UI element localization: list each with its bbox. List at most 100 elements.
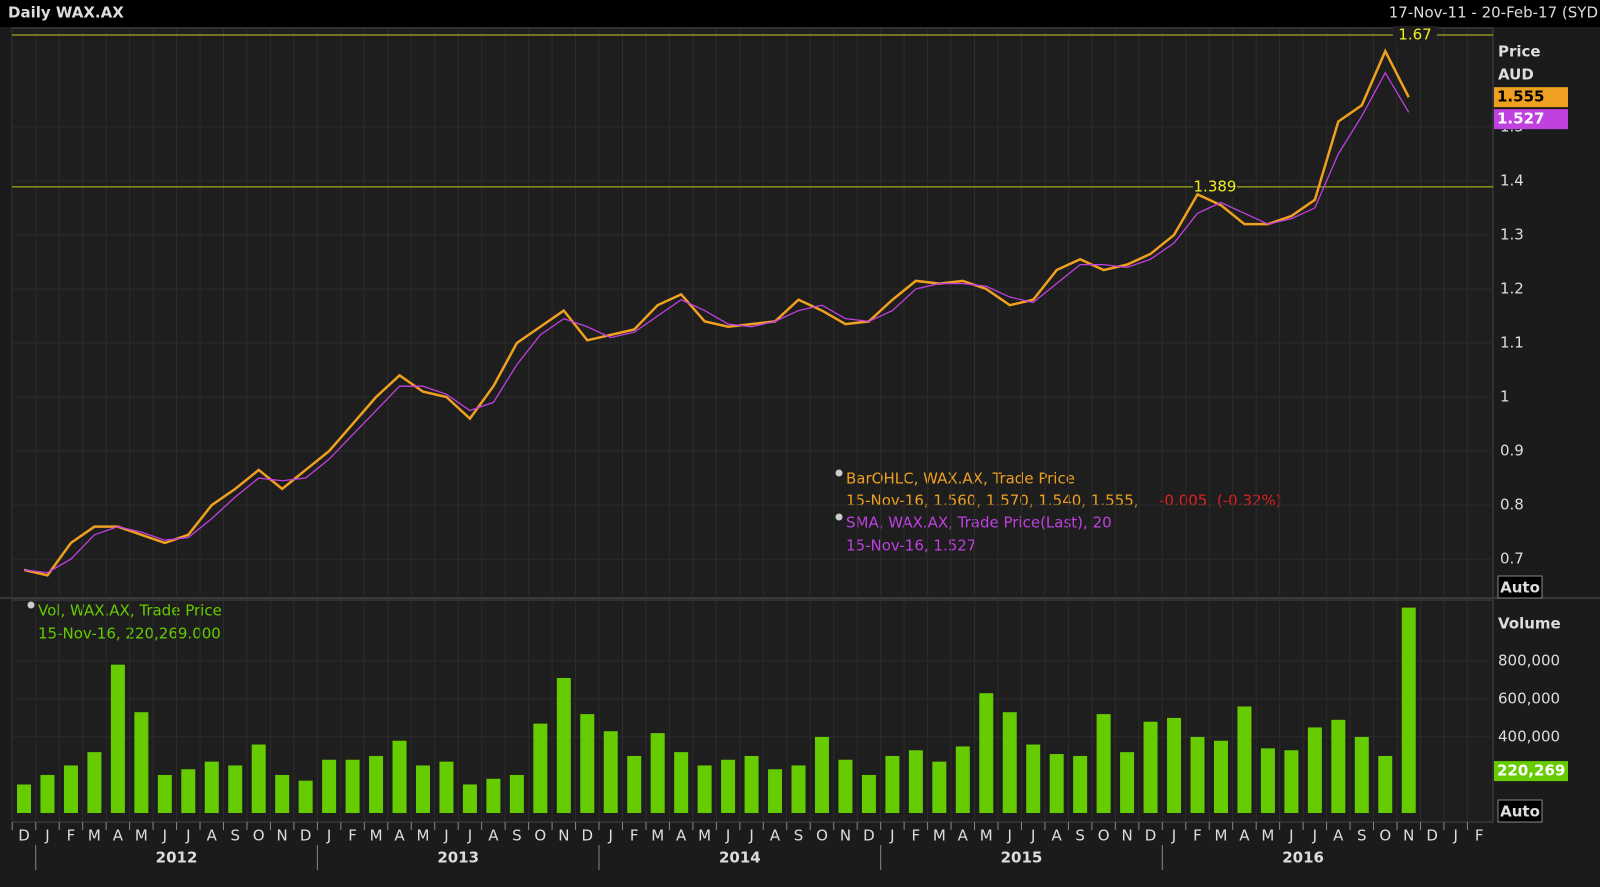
legend-icon[interactable]: [835, 469, 843, 477]
volume-bar: [1096, 714, 1111, 813]
volume-bar: [580, 714, 595, 813]
price-line: [23, 71, 1410, 574]
year-label: 2012: [156, 849, 198, 867]
volume-bar: [1331, 719, 1346, 813]
x-tick-label: M: [651, 827, 664, 845]
x-tick-label: M: [1214, 827, 1227, 845]
legend-sma: SMA, WAX.AX, Trade Price(Last), 20: [846, 514, 1112, 532]
volume-bar: [1120, 752, 1135, 813]
hline-label-bg: [1193, 177, 1237, 196]
volume-bar: [814, 736, 829, 813]
legend-icon[interactable]: [27, 601, 35, 609]
volume-bar: [1190, 736, 1205, 813]
x-tick-label: J: [44, 827, 49, 845]
volume-bar: [1378, 755, 1393, 813]
volume-bar: [439, 761, 454, 813]
title: Daily WAX.AX: [8, 4, 124, 22]
x-tick-label: J: [185, 827, 190, 845]
x-tick-label: F: [1475, 827, 1484, 845]
x-tick-label: J: [467, 827, 472, 845]
y-tick-label: 1: [1500, 388, 1510, 406]
price-line: [23, 48, 1410, 577]
x-tick-label: M: [933, 827, 946, 845]
volume-bar: [932, 761, 947, 813]
x-tick-label: J: [1452, 827, 1457, 845]
x-tick-label: A: [207, 827, 218, 845]
auto-button[interactable]: [1497, 799, 1543, 823]
year-label: 2013: [437, 849, 479, 867]
y-tick-label: 400,000: [1498, 727, 1560, 745]
last-value-label: 220,269: [1497, 762, 1565, 780]
legend-ohlc: BarOHLC, WAX.AX, Trade Price: [846, 470, 1075, 488]
x-tick-label: A: [113, 827, 124, 845]
volume-bar: [415, 765, 430, 813]
x-tick-label: A: [958, 827, 969, 845]
price-label: Price: [1498, 43, 1541, 61]
x-tick-label: D: [1426, 827, 1438, 845]
x-tick-label: A: [488, 827, 499, 845]
volume-bar: [791, 765, 806, 813]
x-tick-label: O: [816, 827, 828, 845]
x-tick-label: A: [770, 827, 781, 845]
x-tick-label: A: [394, 827, 405, 845]
volume-bar: [204, 761, 219, 813]
y-tick-label: 1.2: [1500, 279, 1524, 297]
auto-label[interactable]: Auto: [1500, 803, 1540, 821]
year-label: 2015: [1001, 849, 1043, 867]
volume-bar: [1213, 740, 1228, 813]
x-tick-label: S: [512, 827, 522, 845]
legend-sma-values: 15-Nov-16, 1.527: [846, 537, 976, 555]
x-tick-label: N: [1121, 827, 1132, 845]
volume-bar: [955, 746, 970, 813]
volume-bar: [650, 733, 665, 813]
x-tick-label: F: [630, 827, 639, 845]
volume-bar: [181, 769, 196, 813]
x-tick-label: J: [608, 827, 613, 845]
x-tick-label: M: [980, 827, 993, 845]
volume-bar: [345, 759, 360, 813]
year-label: 2016: [1282, 849, 1324, 867]
volume-label: Volume: [1498, 615, 1561, 633]
x-tick-label: F: [67, 827, 76, 845]
auto-label[interactable]: Auto: [1500, 579, 1540, 597]
last-value-label: 1.555: [1497, 88, 1544, 106]
legend-icon[interactable]: [835, 513, 843, 521]
volume-bar: [462, 784, 477, 813]
x-tick-label: M: [1261, 827, 1274, 845]
volume-bar: [1284, 750, 1299, 813]
x-tick-label: N: [558, 827, 569, 845]
volume-bar: [1002, 712, 1017, 813]
x-tick-label: M: [135, 827, 148, 845]
hline-label: 1.67: [1398, 26, 1431, 44]
x-tick-label: O: [1379, 827, 1391, 845]
x-tick-label: J: [162, 827, 167, 845]
x-tick-label: A: [1333, 827, 1344, 845]
x-tick-label: A: [1052, 827, 1063, 845]
volume-bar: [369, 755, 384, 813]
y-tick-label: 800,000: [1498, 651, 1560, 669]
volume-bar: [1049, 754, 1064, 813]
volume-bar: [838, 759, 853, 813]
x-tick-label: M: [88, 827, 101, 845]
auto-button[interactable]: [1497, 575, 1543, 599]
legend-ohlc-values: 15-Nov-16, 1.560, 1.570, 1.540, 1.555,: [846, 492, 1139, 510]
volume-bar: [110, 664, 125, 813]
year-label: 2014: [719, 849, 761, 867]
volume-bar: [768, 769, 783, 813]
x-tick-label: A: [676, 827, 687, 845]
x-tick-label: O: [1098, 827, 1110, 845]
volume-bar: [40, 774, 55, 813]
volume-bar: [486, 778, 501, 813]
volume-bar: [228, 765, 243, 813]
volume-bar: [17, 784, 31, 813]
volume-bar: [627, 755, 642, 813]
y-tick-label: 600,000: [1498, 689, 1560, 707]
volume-bar: [392, 740, 407, 813]
volume-bar: [556, 677, 571, 813]
volume-bar: [251, 744, 266, 813]
x-tick-label: A: [1239, 827, 1250, 845]
volume-bar: [1073, 755, 1088, 813]
x-tick-label: J: [889, 827, 894, 845]
